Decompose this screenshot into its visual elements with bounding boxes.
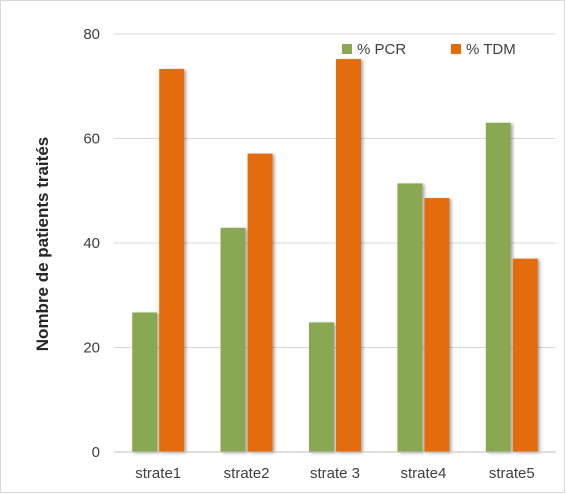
legend-swatch	[451, 44, 461, 54]
legend-label: % TDM	[466, 41, 516, 58]
bar	[397, 183, 423, 452]
legend-label: % PCR	[357, 41, 406, 58]
bar	[309, 322, 334, 452]
x-tick-label: strate4	[400, 465, 446, 482]
y-axis-title: Nombre de patients traités	[33, 137, 52, 351]
y-tick-label: 20	[83, 340, 100, 357]
x-tick-label: strate 3	[310, 465, 360, 482]
bar	[336, 59, 361, 453]
bar	[424, 198, 450, 452]
bar	[132, 312, 158, 452]
y-tick-label: 0	[92, 444, 100, 461]
bar	[220, 227, 246, 452]
bar	[485, 122, 511, 452]
legend-swatch	[342, 44, 352, 54]
x-tick-label: strate1	[135, 465, 181, 482]
axes: 0 20 40 60 80 strate1 strate2 strate 3 strate4 st…	[83, 26, 556, 482]
y-tick-label: 40	[83, 235, 100, 252]
bars	[132, 59, 538, 453]
y-tick-label: 60	[83, 131, 100, 148]
bar	[159, 69, 185, 452]
x-tick-label: strate2	[224, 465, 270, 482]
x-tick-label: strate5	[489, 465, 535, 482]
bar	[247, 153, 273, 452]
gridlines	[114, 33, 556, 348]
bar	[512, 258, 538, 452]
legend: % PCR % TDM	[342, 41, 516, 58]
y-tick-label: 80	[83, 26, 100, 43]
